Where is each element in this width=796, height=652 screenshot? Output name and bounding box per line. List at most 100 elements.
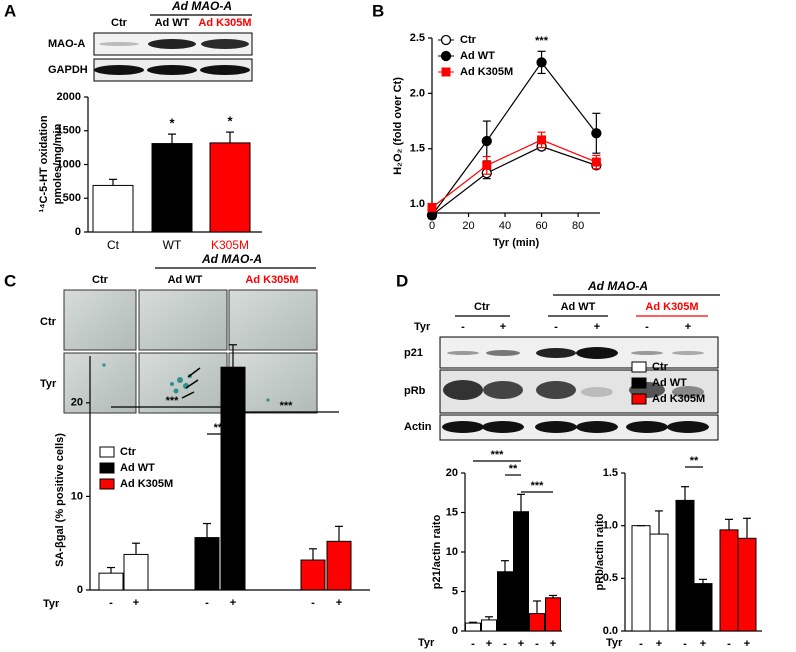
- row-label: Ctr: [40, 316, 57, 328]
- legend-label: Ad WT: [460, 50, 495, 62]
- bar: [737, 537, 757, 632]
- x-tick-label: +: [550, 638, 556, 650]
- y-tick-label: 10: [71, 490, 83, 502]
- x-tick-label: +: [744, 638, 750, 650]
- lane-label: +: [500, 321, 506, 333]
- panel-letter: B: [372, 1, 384, 20]
- x-tick-label: +: [336, 597, 342, 609]
- x-tick-label: -: [727, 638, 731, 650]
- legend-swatch: [99, 462, 115, 474]
- y-axis-label: p21/actin raito: [431, 514, 443, 589]
- legend-label: Ad K305M: [460, 66, 513, 78]
- legend-swatch: [631, 361, 647, 373]
- x-axis-label: Tyr (min): [493, 237, 540, 249]
- marker: [591, 128, 602, 139]
- band: [148, 39, 196, 49]
- row-label: p21: [404, 347, 423, 359]
- significance-label: ***: [531, 480, 545, 492]
- legend-swatch: [631, 393, 647, 405]
- y-axis-label: H₂O₂ (fold over Ct): [392, 77, 404, 175]
- x-tick-label: +: [656, 638, 662, 650]
- x-tick-label: WT: [163, 238, 182, 252]
- image-header: Ad MAO-A: [201, 252, 262, 266]
- bar: [220, 366, 246, 591]
- x-axis-label: Tyr: [418, 637, 435, 649]
- row-label: MAO-A: [48, 38, 85, 50]
- bar: [481, 619, 497, 632]
- marker: [537, 135, 547, 145]
- bar: [545, 597, 561, 632]
- series-line: [431, 61, 597, 216]
- y-tick-label: 1500: [57, 125, 81, 137]
- x-tick-label: +: [486, 638, 492, 650]
- y-tick-label: 0: [77, 584, 83, 596]
- column-label: Ctr: [92, 274, 109, 286]
- significance-label: ***: [535, 35, 549, 47]
- legend-swatch: [631, 377, 647, 389]
- x-tick-label: Ct: [107, 238, 120, 252]
- marker: [426, 210, 438, 221]
- bar: [719, 529, 739, 632]
- x-tick-label: +: [230, 597, 236, 609]
- y-tick-label: 1.5: [410, 143, 425, 155]
- y-axis-label: SA-βgal (% positive cells): [54, 433, 66, 567]
- y-tick-label: 2.5: [410, 32, 425, 44]
- y-tick-label: 15: [446, 506, 458, 518]
- marker: [441, 67, 451, 77]
- y-tick-label: 2.0: [410, 87, 425, 99]
- lane-label: +: [685, 321, 691, 333]
- y-tick-label: 1.5: [603, 467, 618, 479]
- y-tick-label: 20: [71, 397, 83, 409]
- series-line: [431, 145, 597, 216]
- column-label: Ad WT: [168, 274, 203, 286]
- bar: [529, 613, 545, 632]
- y-tick-label: 1000: [57, 158, 81, 170]
- x-tick-label: -: [639, 638, 643, 650]
- bar: [497, 571, 513, 632]
- row-label: pRb: [404, 385, 426, 397]
- blot-header: Ad MAO-A: [171, 0, 232, 13]
- bar: [675, 499, 695, 632]
- bands: [442, 421, 709, 433]
- bands: [447, 347, 704, 359]
- significance-label: *: [227, 114, 233, 129]
- significance-label: ***: [491, 449, 505, 461]
- x-axis-label: Tyr: [606, 637, 623, 649]
- bar: [98, 572, 124, 591]
- bar: [513, 511, 529, 632]
- row-label: Tyr: [40, 378, 57, 390]
- y-tick-label: 500: [63, 192, 81, 204]
- x-tick-label: -: [311, 597, 315, 609]
- lane-label: +: [594, 321, 600, 333]
- panel-letter: A: [4, 1, 16, 20]
- marker: [591, 157, 601, 167]
- y-axis-label: pmoles/mg/min: [52, 123, 64, 204]
- panel-letter: D: [396, 271, 408, 290]
- legend-label: Ctr: [120, 446, 137, 458]
- marker: [440, 34, 452, 46]
- y-tick-label: 1.0: [410, 198, 425, 210]
- blot: [439, 369, 719, 414]
- x-tick-label: -: [109, 597, 113, 609]
- significance-label: *: [169, 116, 175, 131]
- legend-label: Ad WT: [120, 462, 155, 474]
- y-tick-label: 0: [75, 226, 81, 238]
- x-tick-label: -: [503, 638, 507, 650]
- arrows: [181, 367, 201, 399]
- legend-label: Ctr: [652, 361, 669, 373]
- bar: [631, 525, 651, 632]
- legend-label: Ctr: [460, 34, 477, 46]
- x-tick-label: +: [133, 597, 139, 609]
- band: [147, 65, 197, 75]
- y-tick-label: 0: [452, 625, 458, 637]
- y-axis-label: ¹⁴C-5-HT oxidation: [38, 115, 50, 212]
- treatment-label: Tyr: [414, 321, 431, 333]
- blot-header: Ad MAO-A: [587, 279, 648, 293]
- lane-label: -: [554, 321, 558, 333]
- lane-label: -: [461, 321, 465, 333]
- y-tick-label: 0.0: [603, 625, 618, 637]
- y-axis-label: pRb/actin raito: [594, 513, 606, 590]
- y-tick-label: 5: [452, 585, 458, 597]
- bar: [123, 553, 149, 591]
- lane-label: Ctr: [111, 17, 128, 29]
